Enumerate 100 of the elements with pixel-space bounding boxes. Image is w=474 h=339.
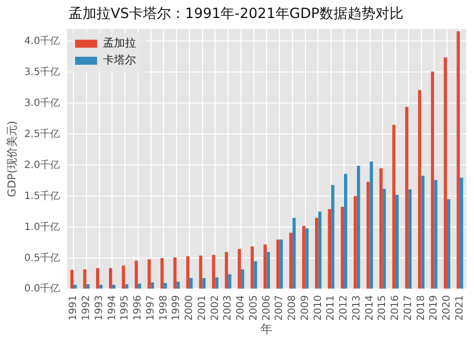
- x-tick-label: 2005: [248, 295, 260, 321]
- legend-label: 孟加拉: [103, 36, 136, 50]
- bar: [83, 269, 86, 289]
- bar: [160, 258, 164, 289]
- bar: [366, 182, 370, 289]
- x-tick-label: 1992: [81, 295, 92, 321]
- bar: [280, 240, 283, 289]
- x-axis-title: 年: [260, 322, 273, 336]
- x-tick-label: 2000: [184, 295, 196, 321]
- x-tick-label: 2006: [261, 295, 272, 321]
- x-tick-label: 1996: [132, 295, 144, 321]
- bar: [96, 268, 100, 289]
- bar: [173, 258, 177, 289]
- x-tick-label: 2021: [454, 295, 466, 321]
- bar: [421, 176, 424, 289]
- x-tick-label: 1993: [94, 295, 105, 321]
- bar: [356, 166, 360, 289]
- bar: [354, 196, 357, 289]
- y-axis-title: GDP(现价美元): [5, 120, 18, 198]
- bar: [434, 180, 438, 289]
- x-tick-label: 2017: [402, 295, 414, 321]
- x-tick-label: 2010: [312, 295, 324, 321]
- bar: [189, 278, 193, 289]
- x-tick-label: 2011: [326, 295, 337, 321]
- y-tick-label: 1.0千亿: [24, 220, 60, 233]
- y-tick-label: 3.0千亿: [24, 96, 60, 109]
- x-tick-label: 2018: [416, 295, 427, 321]
- bar: [240, 269, 244, 289]
- bar: [392, 124, 396, 289]
- y-tick-label: 3.5千亿: [24, 66, 60, 78]
- bar: [305, 228, 309, 289]
- bar: [186, 256, 190, 289]
- bar: [199, 256, 202, 289]
- bar: [292, 218, 296, 289]
- x-tick-label: 2013: [351, 295, 362, 321]
- x-tick-label: 2012: [338, 295, 350, 321]
- bar: [302, 226, 306, 289]
- x-tick-label: 2008: [287, 295, 298, 321]
- x-tick-label: 2004: [236, 295, 247, 321]
- bar: [228, 274, 232, 289]
- bar: [370, 161, 373, 289]
- bar: [254, 261, 258, 289]
- x-tick-label: 1991: [68, 295, 80, 321]
- y-tick-label: 0.5千亿: [24, 252, 60, 264]
- x-tick-label: 2020: [442, 295, 453, 321]
- x-tick-label: 1999: [171, 295, 182, 321]
- x-tick-label: 1995: [120, 295, 131, 321]
- x-tick-label: 2001: [196, 295, 208, 321]
- bar: [176, 282, 180, 289]
- bar: [264, 244, 267, 289]
- bar: [125, 284, 128, 289]
- bar: [266, 252, 270, 289]
- bar: [74, 284, 77, 289]
- bar: [444, 57, 448, 289]
- bar: [460, 178, 464, 289]
- bar: [86, 284, 90, 289]
- bar: [108, 268, 112, 289]
- bar: [224, 252, 228, 289]
- bar: [340, 206, 344, 289]
- bar: [430, 72, 434, 289]
- x-tick-label: 2003: [222, 295, 234, 321]
- y-tick-label: 1.5千亿: [24, 190, 60, 202]
- bar: [148, 259, 151, 289]
- bar: [70, 270, 74, 289]
- bar: [331, 185, 334, 289]
- chart-title: 孟加拉VS卡塔尔：1991年-2021年GDP数据趋势对比: [68, 6, 404, 22]
- bar: [328, 209, 332, 289]
- legend-label: 卡塔尔: [103, 54, 136, 67]
- bar: [379, 168, 383, 289]
- bar: [202, 278, 206, 289]
- y-tick-label: 4.0千亿: [24, 34, 60, 47]
- bar: [112, 284, 116, 289]
- x-tick-label: 1997: [145, 295, 156, 321]
- bar: [405, 106, 408, 289]
- x-tick-label: 1998: [158, 295, 170, 321]
- bar: [344, 174, 348, 289]
- bar: [289, 232, 292, 289]
- bar: [315, 218, 318, 289]
- bar: [382, 188, 386, 289]
- bar: [238, 248, 241, 289]
- x-tick-label: 2007: [274, 295, 286, 321]
- x-tick-label: 2015: [377, 295, 388, 321]
- x-tick-label: 2016: [390, 295, 402, 321]
- y-tick-label: 2.5千亿: [24, 128, 60, 140]
- bar: [122, 266, 126, 289]
- y-tick-label: 0.0千亿: [24, 282, 60, 295]
- x-tick-label: 2002: [210, 295, 221, 321]
- bar: [318, 212, 322, 289]
- bar: [134, 260, 138, 289]
- bar: [276, 240, 280, 289]
- bar: [447, 199, 450, 289]
- bar: [396, 194, 399, 289]
- bar: [215, 277, 218, 289]
- bar: [212, 255, 216, 289]
- x-tick-label: 2014: [364, 295, 376, 321]
- x-tick-label: 2019: [428, 295, 440, 321]
- bar: [418, 90, 422, 289]
- bar: [250, 246, 254, 289]
- bar: [164, 282, 167, 289]
- y-tick-label: 2.0千亿: [24, 158, 60, 171]
